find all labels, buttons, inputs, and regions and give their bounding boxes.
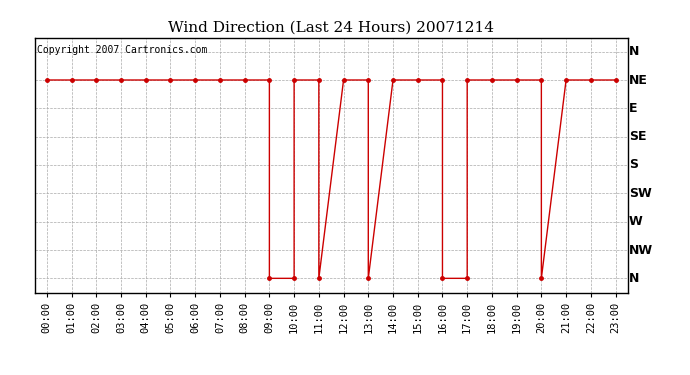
Title: Wind Direction (Last 24 Hours) 20071214: Wind Direction (Last 24 Hours) 20071214	[168, 21, 494, 35]
Text: SE: SE	[629, 130, 647, 143]
Text: E: E	[629, 102, 638, 115]
Text: NW: NW	[629, 243, 653, 256]
Text: SW: SW	[629, 187, 652, 200]
Text: Copyright 2007 Cartronics.com: Copyright 2007 Cartronics.com	[37, 45, 208, 55]
Text: NE: NE	[629, 74, 648, 87]
Text: N: N	[629, 45, 640, 58]
Text: W: W	[629, 215, 643, 228]
Text: S: S	[629, 159, 638, 171]
Text: N: N	[629, 272, 640, 285]
